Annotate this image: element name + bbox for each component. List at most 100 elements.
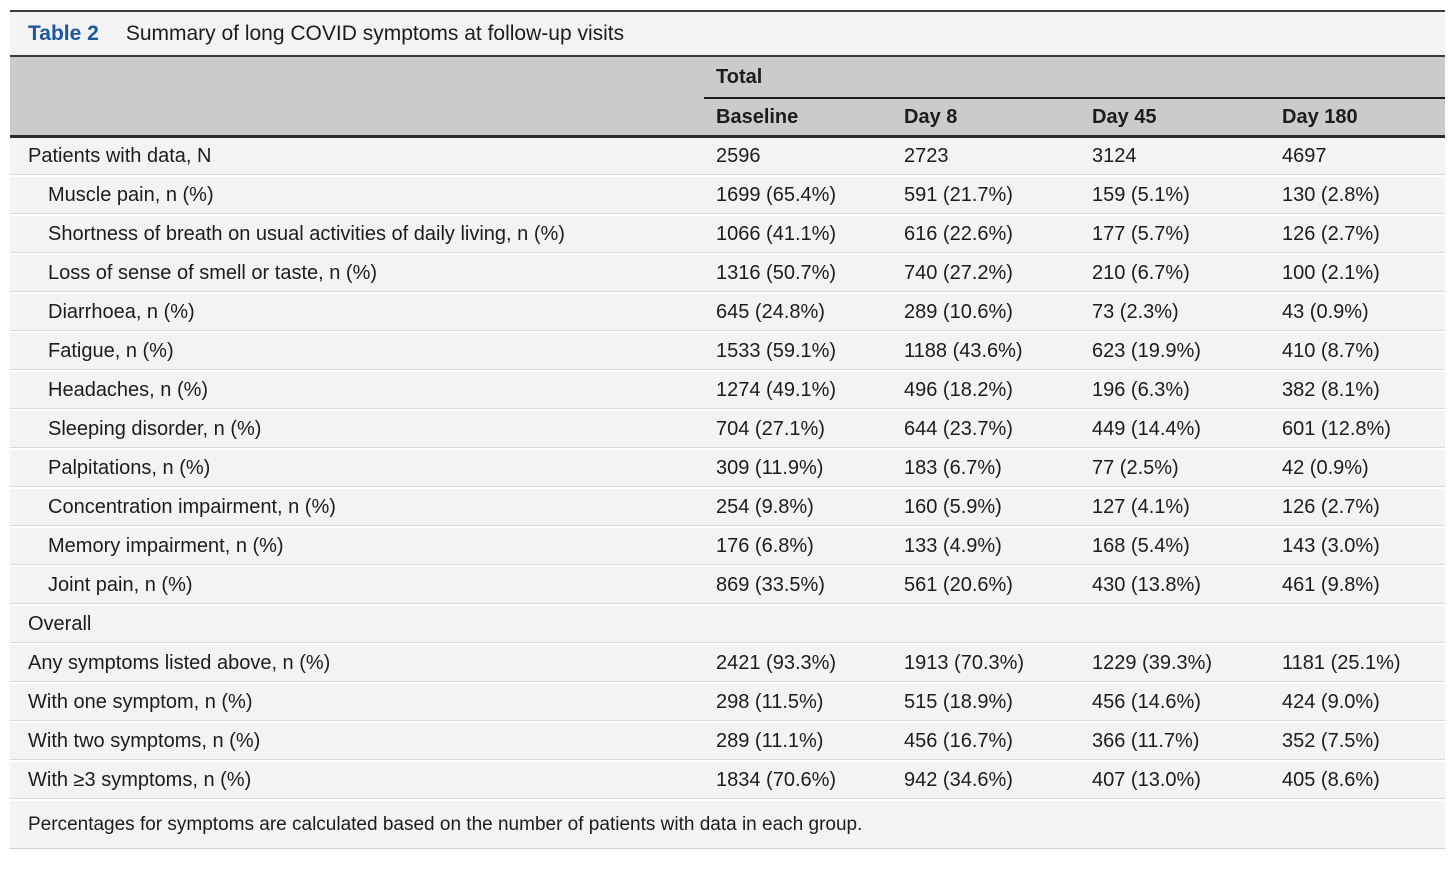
row-label: With one symptom, n (%) xyxy=(28,690,253,713)
row-value: 1188 (43.6%) xyxy=(904,339,1023,362)
row-value: 159 (5.1%) xyxy=(1092,183,1190,206)
table-top-rule xyxy=(10,10,1445,12)
table-row: Sleeping disorder, n (%) 704 (27.1%) 644… xyxy=(10,411,1445,448)
row-value: 616 (22.6%) xyxy=(904,222,1013,245)
row-value: 127 (4.1%) xyxy=(1092,495,1190,518)
row-value: 43 (0.9%) xyxy=(1282,300,1369,323)
row-value: 3124 xyxy=(1092,144,1137,167)
row-value: 1316 (50.7%) xyxy=(716,261,837,284)
header-columns-row: Baseline Day 8 Day 45 Day 180 xyxy=(10,99,1445,138)
row-value: 1913 (70.3%) xyxy=(904,651,1025,674)
table-row: Any symptoms listed above, n (%) 2421 (9… xyxy=(10,645,1445,682)
row-label: Muscle pain, n (%) xyxy=(48,183,214,206)
column-header-day180: Day 180 xyxy=(1282,105,1358,128)
header-group-underline xyxy=(704,97,1445,99)
row-label: Memory impairment, n (%) xyxy=(48,534,284,557)
row-label: Joint pain, n (%) xyxy=(48,573,193,596)
row-value: 1066 (41.1%) xyxy=(716,222,837,245)
row-value: 210 (6.7%) xyxy=(1092,261,1190,284)
row-label: Overall xyxy=(28,612,92,635)
table-title: Summary of long COVID symptoms at follow… xyxy=(125,21,625,45)
row-value: 449 (14.4%) xyxy=(1092,417,1201,440)
row-value: 126 (2.7%) xyxy=(1282,222,1380,245)
row-value: 644 (23.7%) xyxy=(904,417,1013,440)
row-label: Loss of sense of smell or taste, n (%) xyxy=(48,261,378,284)
table-row: Headaches, n (%) 1274 (49.1%) 496 (18.2%… xyxy=(10,372,1445,409)
row-label: Sleeping disorder, n (%) xyxy=(48,417,262,440)
row-label: Palpitations, n (%) xyxy=(48,456,211,479)
row-value: 42 (0.9%) xyxy=(1282,456,1369,479)
row-value: 942 (34.6%) xyxy=(904,768,1013,791)
row-value: 196 (6.3%) xyxy=(1092,378,1190,401)
row-value: 130 (2.8%) xyxy=(1282,183,1380,206)
row-value: 254 (9.8%) xyxy=(716,495,814,518)
table-row: Memory impairment, n (%) 176 (6.8%) 133 … xyxy=(10,528,1445,565)
row-value: 430 (13.8%) xyxy=(1092,573,1201,596)
row-value: 2723 xyxy=(904,144,949,167)
table-body: Patients with data, N 2596 2723 3124 469… xyxy=(10,138,1445,799)
row-value: 77 (2.5%) xyxy=(1092,456,1179,479)
row-value: 176 (6.8%) xyxy=(716,534,814,557)
row-label: Patients with data, N xyxy=(28,144,212,167)
row-value: 289 (11.1%) xyxy=(716,729,824,752)
row-value: 289 (10.6%) xyxy=(904,300,1013,323)
column-header-day8: Day 8 xyxy=(904,105,958,128)
row-value: 591 (21.7%) xyxy=(904,183,1013,206)
table-row: Joint pain, n (%) 869 (33.5%) 561 (20.6%… xyxy=(10,567,1445,604)
row-value: 601 (12.8%) xyxy=(1282,417,1391,440)
row-value: 424 (9.0%) xyxy=(1282,690,1380,713)
header-group-label: Total xyxy=(716,65,763,88)
row-value: 405 (8.6%) xyxy=(1282,768,1380,791)
table-row: Muscle pain, n (%) 1699 (65.4%) 591 (21.… xyxy=(10,177,1445,214)
row-label: With two symptoms, n (%) xyxy=(28,729,261,752)
row-value: 2596 xyxy=(716,144,761,167)
row-value: 623 (19.9%) xyxy=(1092,339,1201,362)
table-row: Loss of sense of smell or taste, n (%) 1… xyxy=(10,255,1445,292)
row-value: 869 (33.5%) xyxy=(716,573,825,596)
row-label: Concentration impairment, n (%) xyxy=(48,495,336,518)
journal-table: Table 2 Summary of long COVID symptoms a… xyxy=(10,10,1445,849)
row-value: 133 (4.9%) xyxy=(904,534,1002,557)
row-value: 456 (16.7%) xyxy=(904,729,1013,752)
table-row: Palpitations, n (%) 309 (11.9%) 183 (6.7… xyxy=(10,450,1445,487)
table-row: Fatigue, n (%) 1533 (59.1%) 1188 (43.6%)… xyxy=(10,333,1445,370)
table-row: Overall xyxy=(10,606,1445,643)
row-value: 561 (20.6%) xyxy=(904,573,1013,596)
table-number-label: Table 2 xyxy=(28,21,99,45)
column-header-baseline: Baseline xyxy=(716,105,799,128)
row-value: 407 (13.0%) xyxy=(1092,768,1201,791)
row-value: 461 (9.8%) xyxy=(1282,573,1380,596)
row-value: 168 (5.4%) xyxy=(1092,534,1190,557)
row-label: Shortness of breath on usual activities … xyxy=(48,222,565,245)
column-header-day45: Day 45 xyxy=(1092,105,1157,128)
row-value: 1699 (65.4%) xyxy=(716,183,837,206)
row-value: 100 (2.1%) xyxy=(1282,261,1380,284)
table-row: With ≥3 symptoms, n (%) 1834 (70.6%) 942… xyxy=(10,762,1445,799)
table-caption: Table 2 Summary of long COVID symptoms a… xyxy=(10,12,1445,57)
row-value: 2421 (93.3%) xyxy=(716,651,837,674)
table-row: With two symptoms, n (%) 289 (11.1%) 456… xyxy=(10,723,1445,760)
row-value: 1274 (49.1%) xyxy=(716,378,837,401)
row-value: 1229 (39.3%) xyxy=(1092,651,1213,674)
row-value: 298 (11.5%) xyxy=(716,690,824,713)
header-group-row: Total xyxy=(10,57,1445,97)
row-value: 382 (8.1%) xyxy=(1282,378,1380,401)
row-value: 1834 (70.6%) xyxy=(716,768,837,791)
row-label: With ≥3 symptoms, n (%) xyxy=(28,768,252,791)
row-value: 73 (2.3%) xyxy=(1092,300,1179,323)
table-row: Concentration impairment, n (%) 254 (9.8… xyxy=(10,489,1445,526)
row-value: 1181 (25.1%) xyxy=(1282,651,1401,674)
row-value: 177 (5.7%) xyxy=(1092,222,1190,245)
row-value: 309 (11.9%) xyxy=(716,456,824,479)
table-row: Patients with data, N 2596 2723 3124 469… xyxy=(10,138,1445,175)
row-label: Diarrhoea, n (%) xyxy=(48,300,195,323)
row-value: 740 (27.2%) xyxy=(904,261,1013,284)
row-value: 456 (14.6%) xyxy=(1092,690,1201,713)
table-row: Diarrhoea, n (%) 645 (24.8%) 289 (10.6%)… xyxy=(10,294,1445,331)
row-label: Headaches, n (%) xyxy=(48,378,209,401)
table-footnote: Percentages for symptoms are calculated … xyxy=(10,801,1445,849)
row-value: 704 (27.1%) xyxy=(716,417,825,440)
row-value: 1533 (59.1%) xyxy=(716,339,837,362)
row-label: Fatigue, n (%) xyxy=(48,339,174,362)
table-row: Shortness of breath on usual activities … xyxy=(10,216,1445,253)
